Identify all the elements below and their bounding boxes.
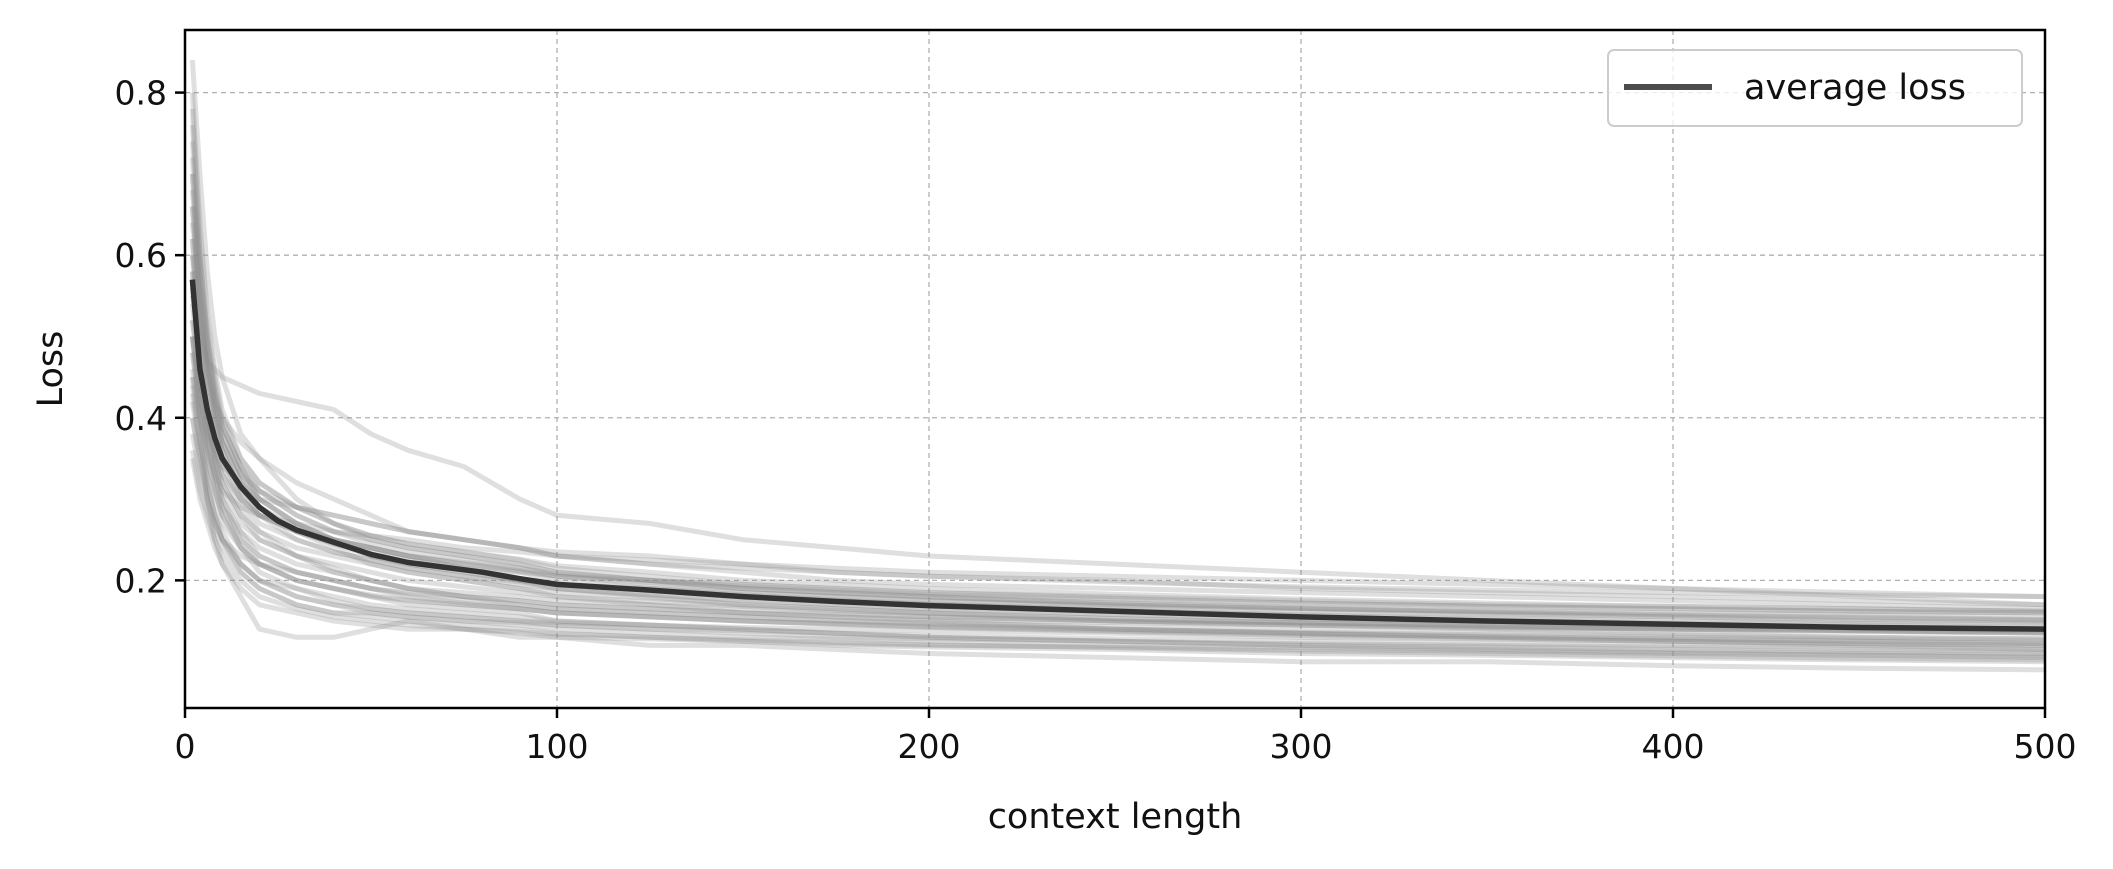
individual-run-line	[189, 271, 2045, 654]
individual-run-line	[189, 206, 2045, 623]
individual-run-line	[189, 157, 2045, 624]
individual-run-line	[189, 417, 2045, 635]
x-tick-label: 100	[526, 727, 589, 766]
individual-run-line	[189, 295, 2045, 608]
individual-run-line	[189, 352, 2045, 642]
x-tick-label: 300	[1270, 727, 1333, 766]
individual-run-line	[189, 141, 2045, 622]
legend-label-average-loss: average loss	[1744, 68, 1966, 108]
x-tick-label: 0	[175, 727, 196, 766]
legend: average loss	[1607, 49, 2023, 127]
x-axis-ticks: 0 100 200 300 400 500	[175, 708, 2077, 766]
individual-run-line	[189, 336, 2045, 635]
individual-run-line	[189, 336, 2045, 647]
individual-run-line	[189, 173, 2045, 652]
individual-run-line	[189, 376, 2045, 673]
individual-run-line	[189, 271, 2045, 647]
individual-run-line	[189, 336, 2045, 665]
x-axis-label: context length	[988, 797, 1243, 837]
individual-run-line	[189, 59, 2045, 626]
individual-run-line	[189, 449, 2045, 663]
individual-run-line	[189, 319, 2045, 616]
x-tick-label: 200	[898, 727, 961, 766]
individual-run-line	[189, 433, 2045, 652]
individual-run-line	[189, 254, 2045, 608]
x-tick-label: 500	[2014, 727, 2077, 766]
individual-run-line	[189, 319, 2045, 634]
individual-run-line	[189, 287, 2045, 614]
individual-run-line	[189, 352, 2045, 636]
plot-frame	[183, 28, 2047, 710]
individual-run-line	[189, 254, 2045, 600]
y-axis-ticks: 0.2 0.4 0.6 0.8	[115, 74, 185, 600]
y-tick-label: 0.8	[115, 74, 167, 113]
y-tick-label: 0.6	[115, 236, 167, 275]
individual-run-line	[189, 417, 2045, 656]
individual-run-line	[189, 376, 2045, 600]
individual-run-line	[189, 401, 2045, 648]
individual-run-lines	[189, 59, 2045, 673]
y-tick-label: 0.4	[115, 399, 167, 438]
individual-run-line	[189, 238, 2045, 658]
x-tick-label: 400	[1642, 727, 1705, 766]
average-loss-line	[189, 279, 2045, 632]
individual-run-line	[189, 393, 2045, 648]
individual-run-line	[189, 457, 2045, 660]
y-tick-label: 0.2	[115, 561, 167, 600]
individual-run-line	[189, 368, 2045, 643]
individual-run-line	[189, 92, 2045, 616]
individual-run-line	[189, 384, 2045, 661]
average-loss-line-group	[189, 279, 2045, 632]
legend-box	[1607, 49, 2023, 127]
individual-run-line	[189, 303, 2045, 636]
individual-run-line	[189, 336, 2045, 612]
y-axis-label: Loss	[31, 331, 71, 408]
individual-run-line	[189, 124, 2045, 614]
